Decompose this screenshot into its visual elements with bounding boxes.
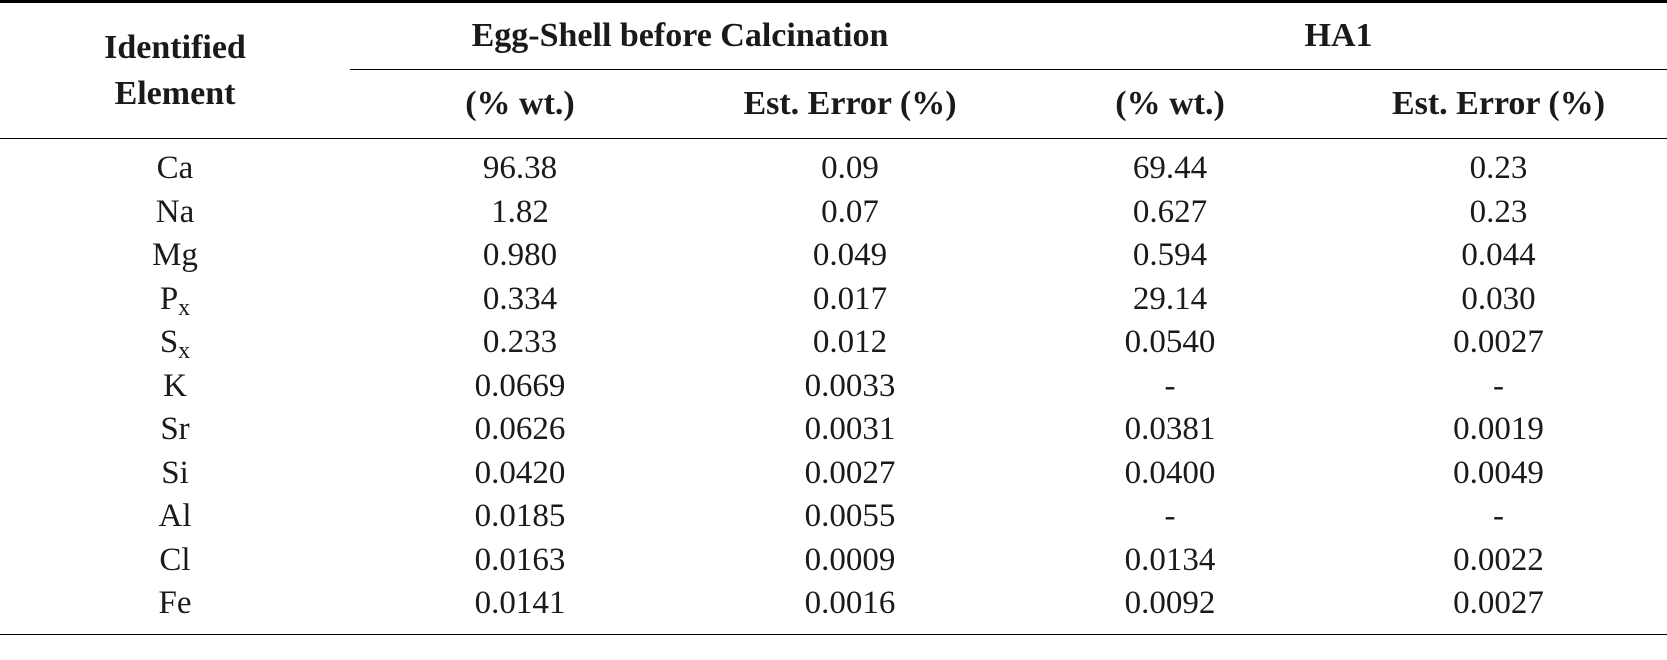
ha1-wt-cell: 0.0134 bbox=[1124, 541, 1216, 578]
element-cell: Mg bbox=[0, 234, 350, 278]
eggshell-wt-cell: 0.0626 bbox=[474, 411, 566, 448]
eggshell-wt-cell: 0.0420 bbox=[474, 454, 566, 491]
ha1-error-cell: - bbox=[1493, 367, 1505, 404]
eggshell-error-cell: 0.0031 bbox=[804, 411, 896, 448]
table-row: Si 0.0420 0.0027 0.0400 0.0049 bbox=[0, 452, 1667, 496]
eggshell-wt-cell: 0.0141 bbox=[350, 582, 690, 635]
ha1-error-cell: 0.0022 bbox=[1453, 541, 1544, 578]
ha1-wt-cell: 29.14 bbox=[1132, 280, 1208, 317]
subheader-ha1-error: Est. Error (%) bbox=[1330, 69, 1667, 139]
element-cell: Si bbox=[0, 452, 350, 496]
element-cell: Fe bbox=[0, 582, 350, 635]
eggshell-error-cell: 0.0027 bbox=[804, 454, 896, 491]
element-symbol: Sr bbox=[160, 411, 190, 448]
ha1-wt-cell: 0.0381 bbox=[1124, 411, 1216, 448]
ha1-wt-cell: 69.44 bbox=[1132, 150, 1208, 187]
subheader-ha1-wt: (% wt.) bbox=[1010, 69, 1331, 139]
ha1-wt-cell: 0.627 bbox=[1132, 193, 1208, 230]
element-symbol: Al bbox=[158, 498, 192, 535]
ha1-wt-cell: - bbox=[1164, 498, 1176, 535]
eggshell-wt-cell: 0.233 bbox=[482, 324, 558, 361]
eggshell-error-cell: 0.017 bbox=[812, 280, 888, 317]
eggshell-wt-cell: 1.82 bbox=[491, 193, 549, 230]
ha1-error-cell: 0.030 bbox=[1461, 280, 1536, 317]
element-cell: Sr bbox=[0, 408, 350, 452]
ha1-error-cell: 0.0027 bbox=[1330, 582, 1667, 635]
ha1-wt-cell: - bbox=[1164, 367, 1176, 404]
eggshell-wt-cell: 96.38 bbox=[482, 150, 558, 187]
composition-table: Identified Element Egg-Shell before Calc… bbox=[0, 0, 1667, 635]
eggshell-error-cell: 0.049 bbox=[812, 237, 888, 274]
eggshell-error-cell: 0.09 bbox=[821, 150, 879, 187]
table-row: K 0.0669 0.0033 - - bbox=[0, 365, 1667, 409]
eggshell-wt-cell: 0.0185 bbox=[474, 498, 566, 535]
eggshell-error-cell: 0.07 bbox=[821, 193, 879, 230]
ha1-error-cell: 0.0049 bbox=[1453, 454, 1544, 491]
element-cell: K bbox=[0, 365, 350, 409]
eggshell-error-cell: 0.0016 bbox=[690, 582, 1011, 635]
element-cell: Sx bbox=[0, 321, 350, 365]
table-row: Al 0.0185 0.0055 - - bbox=[0, 495, 1667, 539]
eggshell-wt-cell: 0.334 bbox=[482, 280, 558, 317]
ha1-wt-cell: 0.594 bbox=[1132, 237, 1208, 274]
ha1-error-cell: 0.0019 bbox=[1453, 411, 1544, 448]
ha1-wt-cell: 0.0092 bbox=[1010, 582, 1331, 635]
element-cell: Na bbox=[0, 191, 350, 235]
group-header-ha1: HA1 bbox=[1010, 0, 1667, 70]
eggshell-wt-cell: 0.0669 bbox=[474, 367, 566, 404]
element-symbol: Si bbox=[161, 454, 189, 491]
element-symbol: S bbox=[159, 324, 179, 361]
ha1-error-cell: - bbox=[1493, 498, 1505, 535]
element-symbol: Fe bbox=[158, 585, 192, 621]
ha1-error-cell: 0.0027 bbox=[1453, 324, 1544, 361]
header-row-subheaders: (% wt.) Est. Error (%) (% wt.) Est. Erro… bbox=[0, 69, 1667, 139]
ha1-error-cell: 0.23 bbox=[1469, 150, 1528, 187]
element-symbol: Mg bbox=[152, 237, 198, 274]
ha1-wt-cell: 0.0400 bbox=[1124, 454, 1216, 491]
ha1-error-cell: 0.044 bbox=[1461, 237, 1536, 274]
eggshell-error-cell: 0.0009 bbox=[804, 541, 896, 578]
table-header: Identified Element Egg-Shell before Calc… bbox=[0, 0, 1667, 139]
eggshell-wt-cell: 0.980 bbox=[482, 237, 558, 274]
table-body: Ca 96.38 0.09 69.44 0.23 Na 1.82 0.07 0.627 0.23 M… bbox=[0, 139, 1667, 635]
table-row: Cl 0.0163 0.0009 0.0134 0.0022 bbox=[0, 539, 1667, 583]
element-symbol: P bbox=[159, 280, 179, 317]
table-row: Na 1.82 0.07 0.627 0.23 bbox=[0, 191, 1667, 235]
element-cell: Px bbox=[0, 278, 350, 322]
subheader-eggshell-wt: (% wt.) bbox=[350, 69, 690, 139]
element-symbol: Na bbox=[155, 193, 195, 230]
element-symbol: Cl bbox=[159, 541, 191, 578]
element-subscript: x bbox=[178, 338, 191, 365]
table-row: Ca 96.38 0.09 69.44 0.23 bbox=[0, 139, 1667, 191]
table-row: Mg 0.980 0.049 0.594 0.044 bbox=[0, 234, 1667, 278]
element-cell: Al bbox=[0, 495, 350, 539]
element-symbol: Ca bbox=[156, 150, 194, 187]
identified-element-header: Identified Element bbox=[0, 0, 350, 139]
element-cell: Ca bbox=[0, 139, 350, 191]
element-subscript: x bbox=[178, 294, 191, 321]
group-header-eggshell: Egg-Shell before Calcination bbox=[350, 0, 1011, 70]
table-row: Px 0.334 0.017 29.14 0.030 bbox=[0, 278, 1667, 322]
header-row-groups: Identified Element Egg-Shell before Calc… bbox=[0, 0, 1667, 139]
table-row: Fe 0.0141 0.0016 0.0092 0.0027 bbox=[0, 582, 1667, 635]
eggshell-error-cell: 0.0055 bbox=[804, 498, 896, 535]
subheader-eggshell-error: Est. Error (%) bbox=[690, 69, 1011, 139]
row-header-line1: Identified bbox=[104, 28, 246, 66]
eggshell-error-cell: 0.0033 bbox=[804, 367, 896, 404]
ha1-error-cell: 0.23 bbox=[1469, 193, 1528, 230]
element-symbol: K bbox=[163, 367, 187, 404]
eggshell-error-cell: 0.012 bbox=[812, 324, 888, 361]
eggshell-wt-cell: 0.0163 bbox=[474, 541, 566, 578]
element-cell: Cl bbox=[0, 539, 350, 583]
table-row: Sr 0.0626 0.0031 0.0381 0.0019 bbox=[0, 408, 1667, 452]
table-row: Sx 0.233 0.012 0.0540 0.0027 bbox=[0, 321, 1667, 365]
ha1-wt-cell: 0.0540 bbox=[1124, 324, 1216, 361]
row-header-line2: Element bbox=[114, 74, 236, 112]
